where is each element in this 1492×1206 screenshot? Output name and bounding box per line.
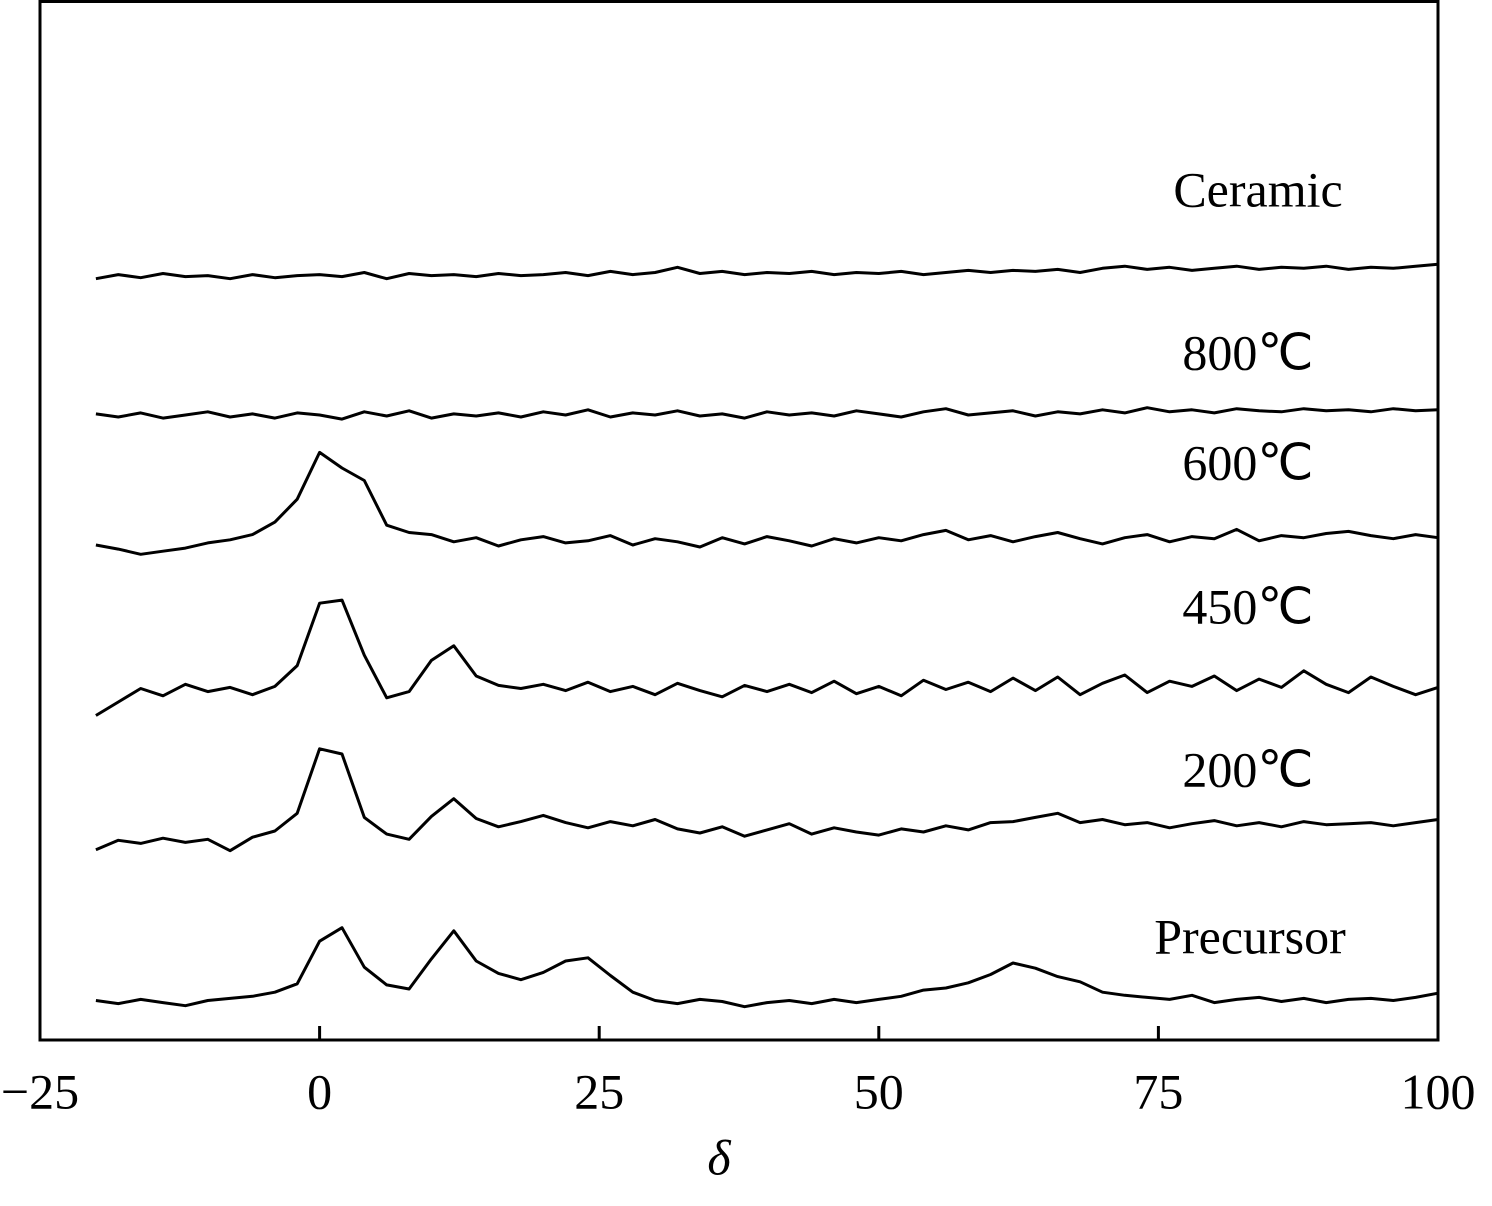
- series-label: 200℃: [1182, 741, 1313, 797]
- series-label: 800℃: [1182, 324, 1313, 380]
- spectrum-line: [95, 262, 1439, 281]
- spectrum-line: [95, 406, 1439, 421]
- x-axis-label: δ: [707, 1129, 731, 1185]
- spectrum-line: [95, 450, 1439, 556]
- spectrum-line: [95, 747, 1439, 853]
- x-tick-label: 50: [854, 1063, 904, 1119]
- series-label: Ceramic: [1173, 161, 1342, 217]
- x-tick-label: −25: [1, 1063, 79, 1119]
- x-tick-label: 100: [1401, 1063, 1476, 1119]
- spectrum-line: [95, 926, 1439, 1009]
- x-tick-label: 0: [307, 1063, 332, 1119]
- x-tick-label: 25: [574, 1063, 624, 1119]
- series-label: 600℃: [1182, 434, 1313, 490]
- series-label: 450℃: [1182, 578, 1313, 634]
- spectrum-line: [95, 598, 1439, 717]
- series-label: Precursor: [1154, 908, 1346, 964]
- x-tick-label: 75: [1133, 1063, 1183, 1119]
- plot-frame: [38, 0, 1440, 1042]
